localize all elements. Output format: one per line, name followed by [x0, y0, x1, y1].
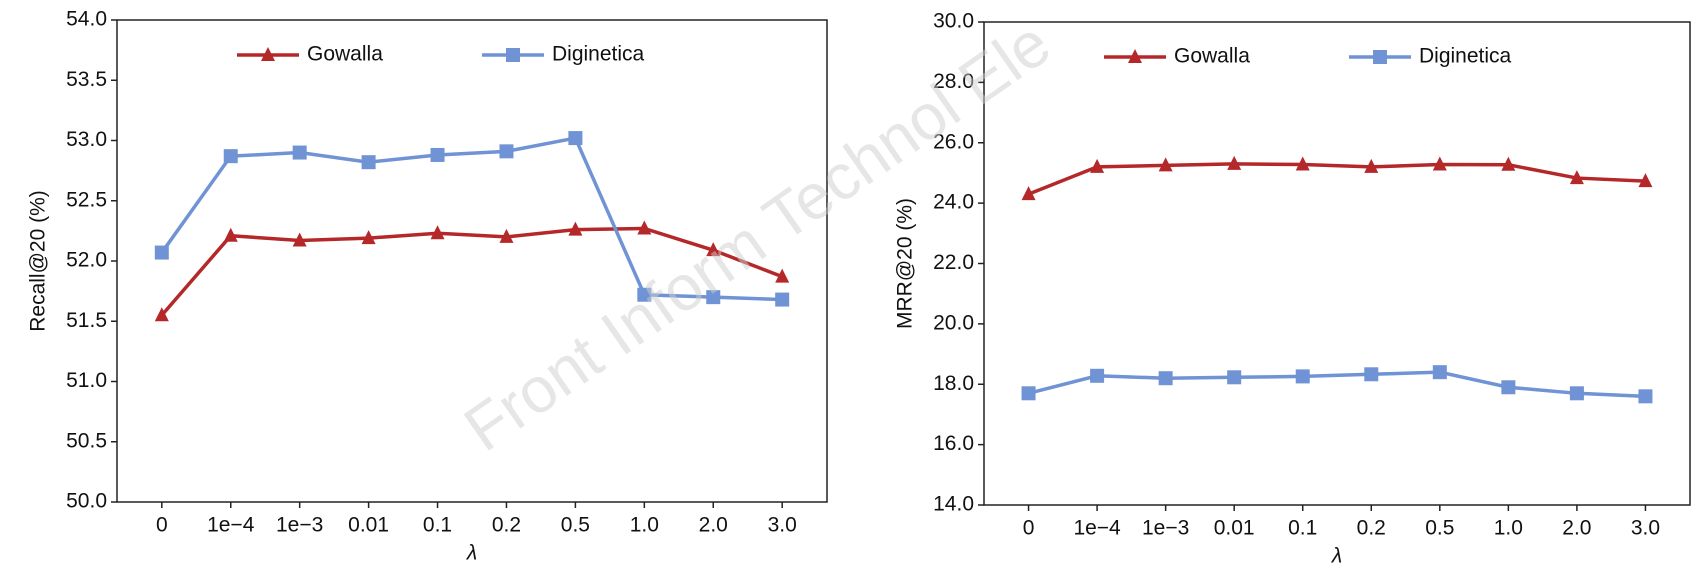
- x-tick-label: 3.0: [1631, 517, 1660, 540]
- series-line: [1028, 370, 1646, 399]
- square-marker: [1638, 389, 1653, 404]
- y-tick-label: 18.0: [933, 372, 974, 395]
- legend-label: Diginetica: [1419, 45, 1512, 68]
- x-tick-label: 0.1: [1288, 517, 1317, 540]
- square-marker: [1569, 386, 1584, 401]
- legend-label: Diginetica: [552, 43, 645, 66]
- x-tick-label: 0.01: [348, 514, 389, 537]
- x-tick-label: 2.0: [699, 514, 728, 537]
- triangle-marker: [430, 225, 445, 240]
- x-tick-label: 0.1: [423, 514, 452, 537]
- triangle-marker: [1432, 156, 1447, 171]
- legend-label: Gowalla: [307, 43, 383, 66]
- square-marker: [223, 149, 238, 164]
- square-marker: [1021, 386, 1036, 401]
- triangle-marker: [261, 47, 275, 61]
- x-tick-label: 0: [1023, 517, 1035, 540]
- triangle-marker: [292, 232, 307, 247]
- legend-label: Gowalla: [1174, 45, 1250, 68]
- y-tick-label: 51.5: [66, 309, 107, 332]
- triangle-marker: [568, 221, 583, 236]
- triangle-marker: [775, 268, 790, 283]
- triangle-marker: [154, 307, 169, 322]
- square-marker: [1295, 369, 1310, 384]
- triangle-marker: [1021, 186, 1036, 201]
- triangle-marker: [1158, 157, 1173, 172]
- y-tick-label: 52.5: [66, 188, 107, 211]
- x-tick-label: 0.2: [492, 514, 521, 537]
- x-tick-label: 1e−3: [276, 514, 323, 537]
- x-axis-label: λ: [466, 542, 477, 565]
- square-marker: [1373, 50, 1387, 64]
- y-tick-label: 50.5: [66, 429, 107, 452]
- square-marker: [430, 147, 445, 162]
- triangle-marker: [1364, 158, 1379, 173]
- y-tick-label: 30.0: [933, 10, 974, 33]
- y-tick-label: 16.0: [933, 432, 974, 455]
- y-tick-label: 51.0: [66, 369, 107, 392]
- square-marker: [568, 131, 583, 146]
- x-tick-label: 1e−4: [1073, 517, 1121, 540]
- x-tick-label: 0.2: [1357, 517, 1386, 540]
- square-marker: [292, 145, 307, 160]
- triangle-marker: [1128, 49, 1142, 63]
- triangle-marker: [1090, 158, 1105, 173]
- triangle-marker: [499, 228, 514, 243]
- triangle-marker: [1569, 170, 1584, 185]
- triangle-marker: [223, 227, 238, 242]
- square-marker: [154, 245, 169, 260]
- triangle-marker: [637, 220, 652, 235]
- square-marker: [1432, 365, 1447, 380]
- x-tick-label: 1.0: [1494, 517, 1523, 540]
- square-marker: [1227, 370, 1242, 385]
- y-tick-label: 53.5: [66, 68, 107, 91]
- square-marker: [499, 144, 514, 159]
- triangle-marker: [1501, 156, 1516, 171]
- y-tick-label: 53.0: [66, 128, 107, 151]
- y-axis-label: Recall@20 (%): [27, 190, 50, 332]
- x-tick-label: 3.0: [768, 514, 797, 537]
- y-tick-label: 26.0: [933, 130, 974, 153]
- x-tick-label: 1e−4: [207, 514, 255, 537]
- y-tick-label: 52.0: [66, 249, 107, 272]
- triangle-marker: [706, 242, 721, 257]
- x-tick-label: 1e−3: [1142, 517, 1189, 540]
- triangle-marker: [361, 230, 376, 245]
- x-tick-label: 0.01: [1214, 517, 1255, 540]
- y-tick-label: 28.0: [933, 70, 974, 93]
- y-tick-label: 54.0: [66, 8, 107, 31]
- y-tick-label: 14.0: [933, 493, 974, 516]
- y-tick-label: 50.0: [66, 490, 107, 513]
- triangle-marker: [1638, 173, 1653, 188]
- y-tick-label: 22.0: [933, 251, 974, 274]
- square-marker: [706, 290, 721, 305]
- y-axis-label: MRR@20 (%): [894, 198, 917, 329]
- watermark: Front Inform Technol Ele: [451, 7, 1062, 465]
- square-marker: [1158, 371, 1173, 386]
- square-marker: [1364, 367, 1379, 382]
- y-tick-label: 24.0: [933, 191, 974, 214]
- x-tick-label: 0: [156, 514, 168, 537]
- x-tick-label: 0.5: [561, 514, 590, 537]
- square-marker: [361, 155, 376, 170]
- series-line: [1027, 162, 1646, 196]
- x-tick-label: 2.0: [1562, 517, 1591, 540]
- square-marker: [637, 287, 652, 302]
- square-marker: [775, 292, 790, 307]
- triangle-marker: [1227, 155, 1242, 170]
- x-axis-label: λ: [1331, 545, 1342, 568]
- triangle-marker: [1295, 156, 1310, 171]
- y-tick-label: 20.0: [933, 311, 974, 334]
- square-marker: [1090, 368, 1105, 383]
- x-tick-label: 1.0: [630, 514, 659, 537]
- plot-frame: [983, 21, 1691, 506]
- series-line: [160, 136, 783, 302]
- square-marker: [1501, 380, 1516, 395]
- x-tick-label: 0.5: [1425, 517, 1454, 540]
- series-line: [160, 226, 783, 317]
- square-marker: [506, 48, 520, 62]
